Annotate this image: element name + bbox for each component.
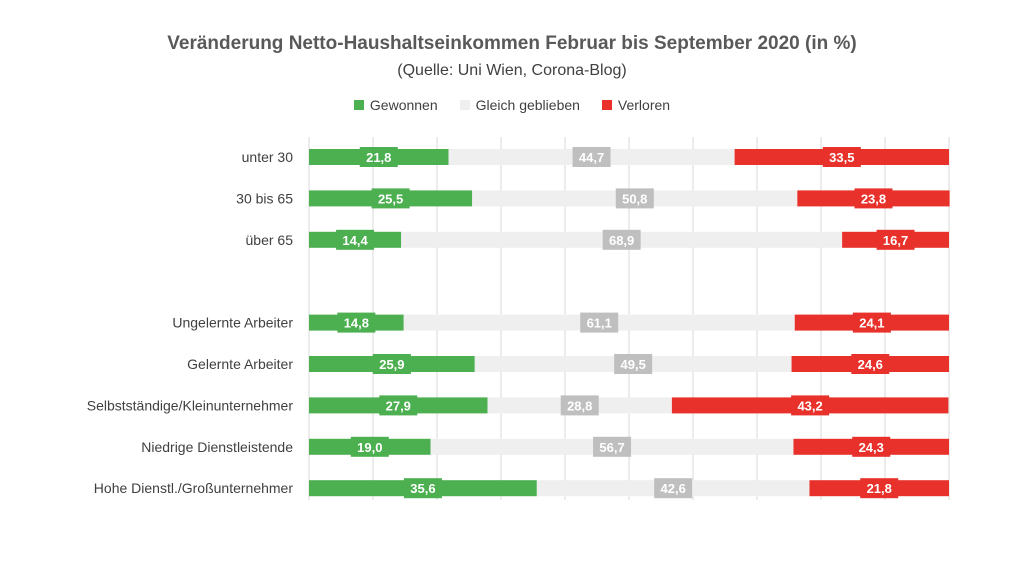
chart-title: Veränderung Netto-Haushaltseinkommen Feb…	[167, 33, 857, 54]
data-label-box	[602, 229, 641, 250]
data-label: 27,9	[386, 398, 411, 413]
data-label: 25,9	[379, 357, 404, 372]
data-label: 28,8	[567, 398, 592, 413]
data-label-box	[337, 312, 376, 333]
data-label-box	[852, 312, 891, 333]
data-label: 21,8	[366, 150, 391, 165]
category-label: Ungelernte Arbeiter	[172, 315, 293, 331]
data-label: 44,7	[579, 150, 604, 165]
data-label-box	[822, 147, 861, 167]
data-label: 42,6	[661, 481, 686, 496]
data-label: 24,1	[859, 316, 884, 331]
data-label-box	[379, 395, 418, 416]
data-label-box	[372, 354, 411, 374]
legend-label-gewonnen: Gewonnen	[369, 97, 438, 113]
legend-label-gleich: Gleich geblieben	[475, 97, 580, 113]
data-label-box	[852, 436, 891, 457]
data-label-box	[614, 354, 653, 374]
data-label: 25,5	[378, 191, 403, 206]
data-label: 19,0	[357, 440, 382, 455]
data-label-box	[615, 188, 654, 209]
legend-item-gewonnen: Gewonnen	[353, 97, 438, 113]
legend-item-gleich: Gleich geblieben	[459, 97, 580, 113]
data-label-box	[403, 478, 442, 499]
category-label: Selbstständige/Kleinunternehmer	[87, 397, 294, 413]
category-label: Gelernte Arbeiter	[187, 356, 293, 372]
data-label-box	[791, 395, 830, 416]
data-label: 68,9	[609, 233, 634, 248]
category-label: über 65	[246, 232, 294, 248]
chart-legend: Gewonnen Gleich geblieben Verloren	[0, 97, 1024, 113]
category-label: 30 bis 65	[236, 190, 293, 206]
data-label: 49,5	[621, 357, 646, 372]
legend-swatch-gewonnen	[353, 100, 364, 110]
data-label: 43,2	[797, 398, 822, 413]
category-label: Hohe Dienstl./Großunternehmer	[94, 480, 294, 496]
data-label-box	[580, 312, 619, 333]
legend-swatch-gleich	[459, 100, 470, 110]
data-label: 56,7	[599, 440, 624, 455]
data-label-box	[371, 188, 410, 209]
data-label: 16,7	[883, 233, 908, 248]
legend-item-verloren: Verloren	[601, 97, 671, 113]
data-label: 24,6	[858, 357, 883, 372]
data-label: 21,8	[867, 481, 892, 496]
data-label-box	[654, 478, 693, 499]
data-label: 23,8	[861, 191, 886, 206]
data-label-box	[851, 354, 890, 374]
data-label: 33,5	[829, 150, 854, 165]
data-label-box	[336, 229, 375, 250]
data-label-box	[350, 436, 389, 457]
data-label: 61,1	[587, 316, 612, 331]
data-label-box	[854, 188, 893, 209]
chart-subtitle: (Quelle: Uni Wien, Corona-Blog)	[397, 62, 627, 79]
data-label: 50,8	[622, 191, 647, 206]
legend-label-verloren: Verloren	[617, 97, 671, 113]
category-label: unter 30	[242, 149, 294, 165]
data-label-box	[572, 147, 611, 167]
data-label: 24,3	[859, 440, 884, 455]
data-label: 14,4	[342, 233, 368, 248]
data-label-box	[860, 478, 899, 499]
legend-swatch-verloren	[601, 100, 612, 110]
data-label-box	[359, 147, 398, 167]
category-label: Niedrige Dienstleistende	[141, 439, 293, 455]
data-label: 14,8	[344, 316, 369, 331]
data-label: 35,6	[410, 481, 435, 496]
data-label-box	[560, 395, 599, 416]
data-label-box	[593, 436, 632, 457]
data-label-box	[876, 229, 915, 250]
